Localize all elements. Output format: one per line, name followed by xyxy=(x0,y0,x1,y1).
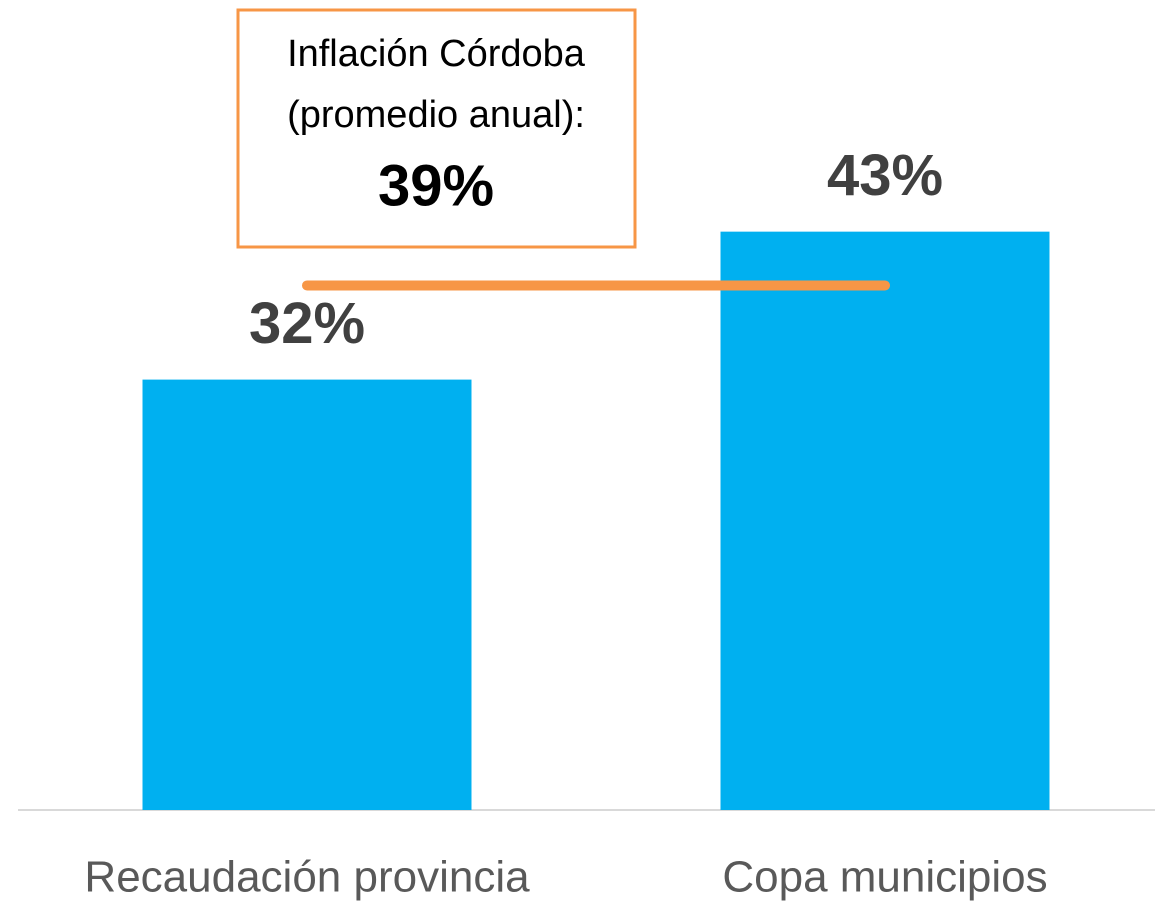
annotation-box xyxy=(236,8,637,249)
annotation-text: Inflación Córdoba xyxy=(287,33,586,75)
x-tick-label: Copa municipios xyxy=(722,853,1047,902)
bar xyxy=(142,379,472,810)
annotation-value: 39% xyxy=(378,153,494,218)
annotation-text: (promedio anual): xyxy=(287,94,585,136)
bar xyxy=(720,231,1050,810)
value-label: 32% xyxy=(249,291,365,356)
x-tick-label: Recaudación provincia xyxy=(84,853,530,902)
value-label: 43% xyxy=(827,143,943,208)
